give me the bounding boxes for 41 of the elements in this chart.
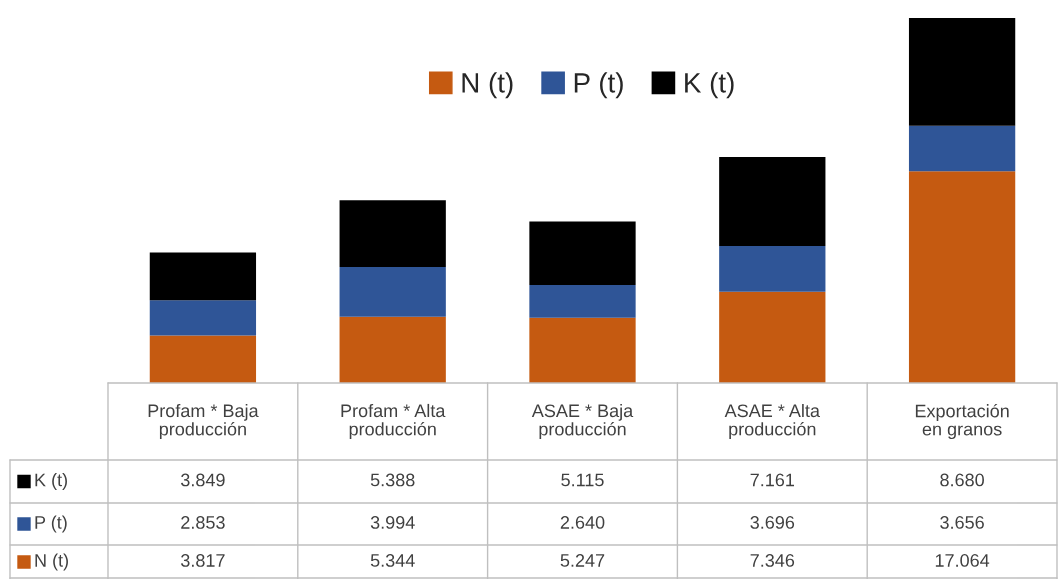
legend-label: N (t) bbox=[462, 72, 513, 99]
x-tick-label: Profam * Alta producción bbox=[341, 403, 446, 440]
x-tick-label: ASAE * Baja producción bbox=[531, 403, 634, 440]
bar bbox=[908, 18, 1016, 126]
legend-label: K (t) bbox=[685, 72, 734, 99]
bar bbox=[908, 125, 1016, 172]
bar bbox=[719, 291, 826, 383]
bar bbox=[719, 157, 826, 246]
data-label: 3.656 bbox=[940, 516, 984, 529]
text: N (t) bbox=[35, 553, 68, 571]
data-label: 7.161 bbox=[750, 473, 795, 487]
x-tick-label: ASAE * Alta producción bbox=[724, 403, 820, 440]
bar bbox=[529, 285, 636, 318]
data-label: 5.344 bbox=[370, 554, 415, 567]
data-label: 5.115 bbox=[561, 473, 604, 487]
bar bbox=[149, 335, 257, 383]
bar bbox=[529, 221, 636, 286]
bar bbox=[339, 316, 446, 383]
bar bbox=[149, 300, 257, 336]
x-tick-label: Profam * Baja producción bbox=[148, 403, 259, 440]
data-label: 3.696 bbox=[750, 516, 795, 529]
data-label: 5.388 bbox=[370, 473, 415, 487]
bar bbox=[149, 252, 257, 301]
bar bbox=[719, 245, 826, 292]
text: K (t) bbox=[35, 473, 67, 490]
data-label: 3.817 bbox=[181, 554, 225, 567]
bar bbox=[908, 171, 1016, 383]
data-label: 8.680 bbox=[940, 473, 984, 487]
data-label: 17.064 bbox=[935, 554, 990, 567]
data-label: 5.247 bbox=[560, 554, 605, 567]
bar bbox=[339, 267, 446, 317]
bar bbox=[339, 200, 446, 268]
data-label: 3.849 bbox=[181, 473, 225, 487]
data-label: 2.640 bbox=[560, 516, 605, 529]
data-label: 2.853 bbox=[181, 516, 225, 529]
data-label: 3.994 bbox=[370, 516, 415, 529]
data-label: 7.346 bbox=[750, 554, 795, 567]
text: P (t) bbox=[35, 515, 67, 533]
legend-label: P (t) bbox=[574, 72, 623, 99]
x-tick-label: Exportación en granos bbox=[915, 403, 1009, 440]
bar bbox=[529, 317, 636, 383]
